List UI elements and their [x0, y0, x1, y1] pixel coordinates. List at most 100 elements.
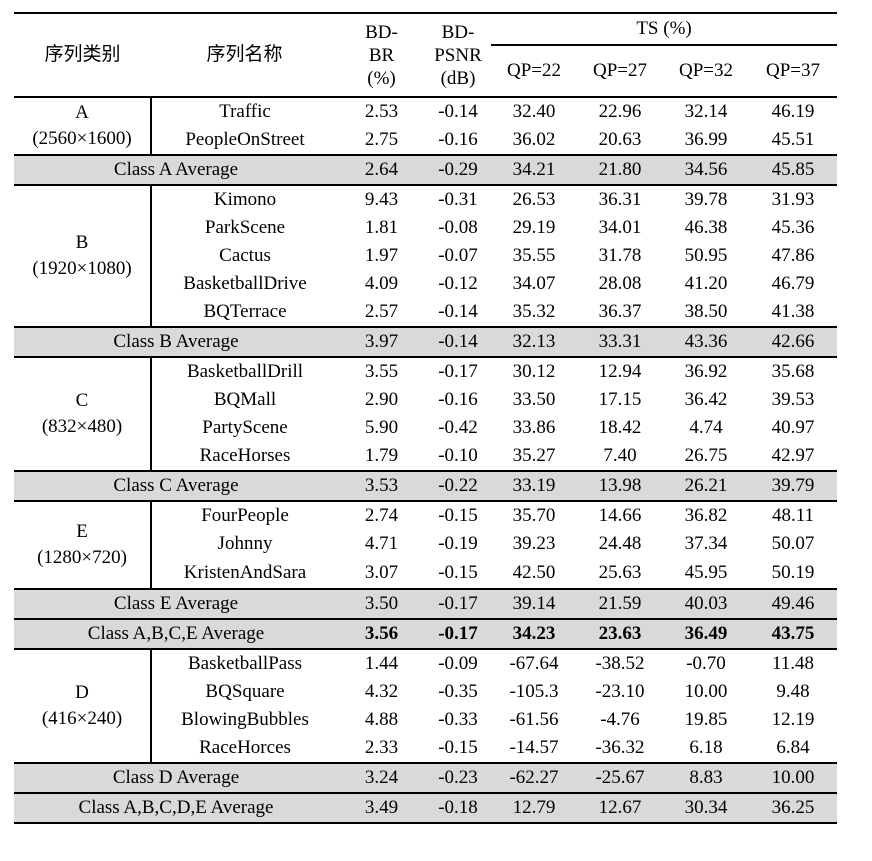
- bdpsnr-value: -0.29: [425, 154, 491, 186]
- results-table: 序列类别 序列名称 BD- BR (%) BD- PSNR (dB) TS (%…: [14, 12, 838, 824]
- group-a-resolution: (2560×1600): [32, 128, 132, 149]
- ts-qp22: 35.32: [512, 301, 556, 322]
- ts-qp22: 35.27: [512, 445, 556, 466]
- ts-qp22: 33.19: [491, 470, 577, 502]
- group-label-a: A (2560×1600): [14, 97, 152, 155]
- ts-qp32: 39.78: [684, 189, 728, 210]
- bdpsnr-value: -0.14: [438, 101, 478, 122]
- group-d-resolution: (416×240): [41, 708, 123, 729]
- group-e-resolution: (1280×720): [37, 547, 127, 568]
- bdbr-value: 3.49: [338, 792, 425, 824]
- bdpsnr-value: -0.14: [438, 301, 478, 322]
- ts-qp22: 12.79: [491, 792, 577, 824]
- bdpsnr-value: -0.08: [438, 217, 478, 238]
- bdbr-value: 5.90: [364, 417, 399, 438]
- ts-qp27: 28.08: [598, 273, 642, 294]
- results-table-container: 序列类别 序列名称 BD- BR (%) BD- PSNR (dB) TS (%…: [14, 12, 838, 824]
- bdpsnr-value: -0.15: [438, 737, 478, 758]
- ts-qp37: 35.68: [771, 361, 815, 382]
- bdpsnr-value: -0.42: [438, 417, 478, 438]
- group-c-class: C: [75, 390, 89, 411]
- average-row-b: Class B Average 3.97 -0.14 32.13 33.31 4…: [14, 326, 838, 358]
- seq-name: PeopleOnStreet: [185, 129, 305, 150]
- bdbr-value: 1.81: [364, 217, 399, 238]
- ts-qp22: 34.23: [491, 618, 577, 650]
- ts-qp27: 12.94: [598, 361, 642, 382]
- ts-qp37: 45.51: [771, 129, 815, 150]
- bdpsnr-value: -0.35: [438, 681, 478, 702]
- ts-qp27: 12.67: [577, 792, 663, 824]
- ts-qp22: -14.57: [509, 737, 559, 758]
- bdpsnr-value: -0.19: [438, 533, 478, 554]
- average-label: Class E Average: [14, 588, 338, 620]
- header-ts: TS (%): [491, 12, 838, 46]
- ts-qp37: 39.53: [771, 389, 815, 410]
- bdbr-value: 2.57: [364, 301, 399, 322]
- average-label: Class B Average: [14, 326, 338, 358]
- average-label: Class C Average: [14, 470, 338, 502]
- ts-qp22: -61.56: [509, 709, 559, 730]
- seq-name: FourPeople: [201, 505, 289, 526]
- group-a-class: A: [75, 102, 89, 123]
- ts-qp22: 29.19: [512, 217, 556, 238]
- ts-qp27: 25.63: [598, 562, 642, 583]
- bdpsnr-value: -0.07: [438, 245, 478, 266]
- seq-name: BasketballDrill: [186, 361, 304, 382]
- ts-qp22: -62.27: [491, 762, 577, 794]
- ts-qp37: 42.66: [749, 326, 838, 358]
- ts-qp22: 35.55: [512, 245, 556, 266]
- average-row-d: Class D Average 3.24 -0.23 -62.27 -25.67…: [14, 762, 838, 794]
- ts-qp22: 36.02: [512, 129, 556, 150]
- ts-qp22: 30.12: [512, 361, 556, 382]
- ts-qp32: 37.34: [684, 533, 728, 554]
- ts-qp27: 22.96: [598, 101, 642, 122]
- ts-qp27: -23.10: [595, 681, 645, 702]
- seq-name: BasketballDrive: [183, 273, 307, 294]
- bdbr-value: 2.74: [364, 505, 399, 526]
- ts-qp32: 40.03: [663, 588, 749, 620]
- bdpsnr-value: -0.33: [438, 709, 478, 730]
- bdbr-value: 4.32: [364, 681, 399, 702]
- group-label-b: B (1920×1080): [14, 185, 152, 327]
- bdpsnr-value: -0.15: [438, 505, 478, 526]
- ts-qp37: 45.85: [749, 154, 838, 186]
- average-label: Class D Average: [14, 762, 338, 794]
- ts-qp22: 33.50: [512, 389, 556, 410]
- ts-qp27: -4.76: [600, 709, 640, 730]
- ts-qp32: 43.36: [663, 326, 749, 358]
- group-d-class: D: [75, 682, 89, 703]
- bdpsnr-value: -0.31: [438, 189, 478, 210]
- ts-qp32: 8.83: [663, 762, 749, 794]
- bdbr-value: 2.53: [364, 101, 399, 122]
- header-category: 序列类别: [14, 12, 151, 98]
- ts-qp32: 10.00: [684, 681, 728, 702]
- ts-qp37: 48.11: [771, 505, 815, 526]
- ts-qp27: 21.59: [577, 588, 663, 620]
- ts-qp37: 41.38: [771, 301, 815, 322]
- bdpsnr-value: -0.14: [425, 326, 491, 358]
- average-label: Class A,B,C,E Average: [14, 618, 338, 650]
- ts-qp22: -67.64: [509, 653, 559, 674]
- ts-qp27: 33.31: [577, 326, 663, 358]
- ts-qp22: -105.3: [509, 681, 559, 702]
- ts-qp32: 38.50: [684, 301, 728, 322]
- ts-qp32: 36.92: [684, 361, 728, 382]
- group-label-e: E (1280×720): [14, 501, 152, 589]
- ts-qp37: 50.07: [771, 533, 815, 554]
- ts-qp37: 45.36: [771, 217, 815, 238]
- bdbr-value: 2.64: [338, 154, 425, 186]
- header-bdbr-line3: (%): [367, 67, 396, 89]
- ts-qp32: -0.70: [686, 653, 726, 674]
- seq-name: RaceHorces: [199, 737, 291, 758]
- ts-qp27: 17.15: [598, 389, 642, 410]
- group-c-resolution: (832×480): [41, 416, 123, 437]
- ts-qp22: 39.14: [491, 588, 577, 620]
- bdbr-value: 3.56: [338, 618, 425, 650]
- average-label: Class A,B,C,D,E Average: [14, 792, 338, 824]
- ts-qp27: 24.48: [598, 533, 642, 554]
- header-bdbr-line2: BR: [368, 44, 395, 66]
- bdbr-value: 3.53: [338, 470, 425, 502]
- average-label: Class A Average: [14, 154, 338, 186]
- average-row-e: Class E Average 3.50 -0.17 39.14 21.59 4…: [14, 588, 838, 620]
- seq-name: BQSquare: [205, 681, 285, 702]
